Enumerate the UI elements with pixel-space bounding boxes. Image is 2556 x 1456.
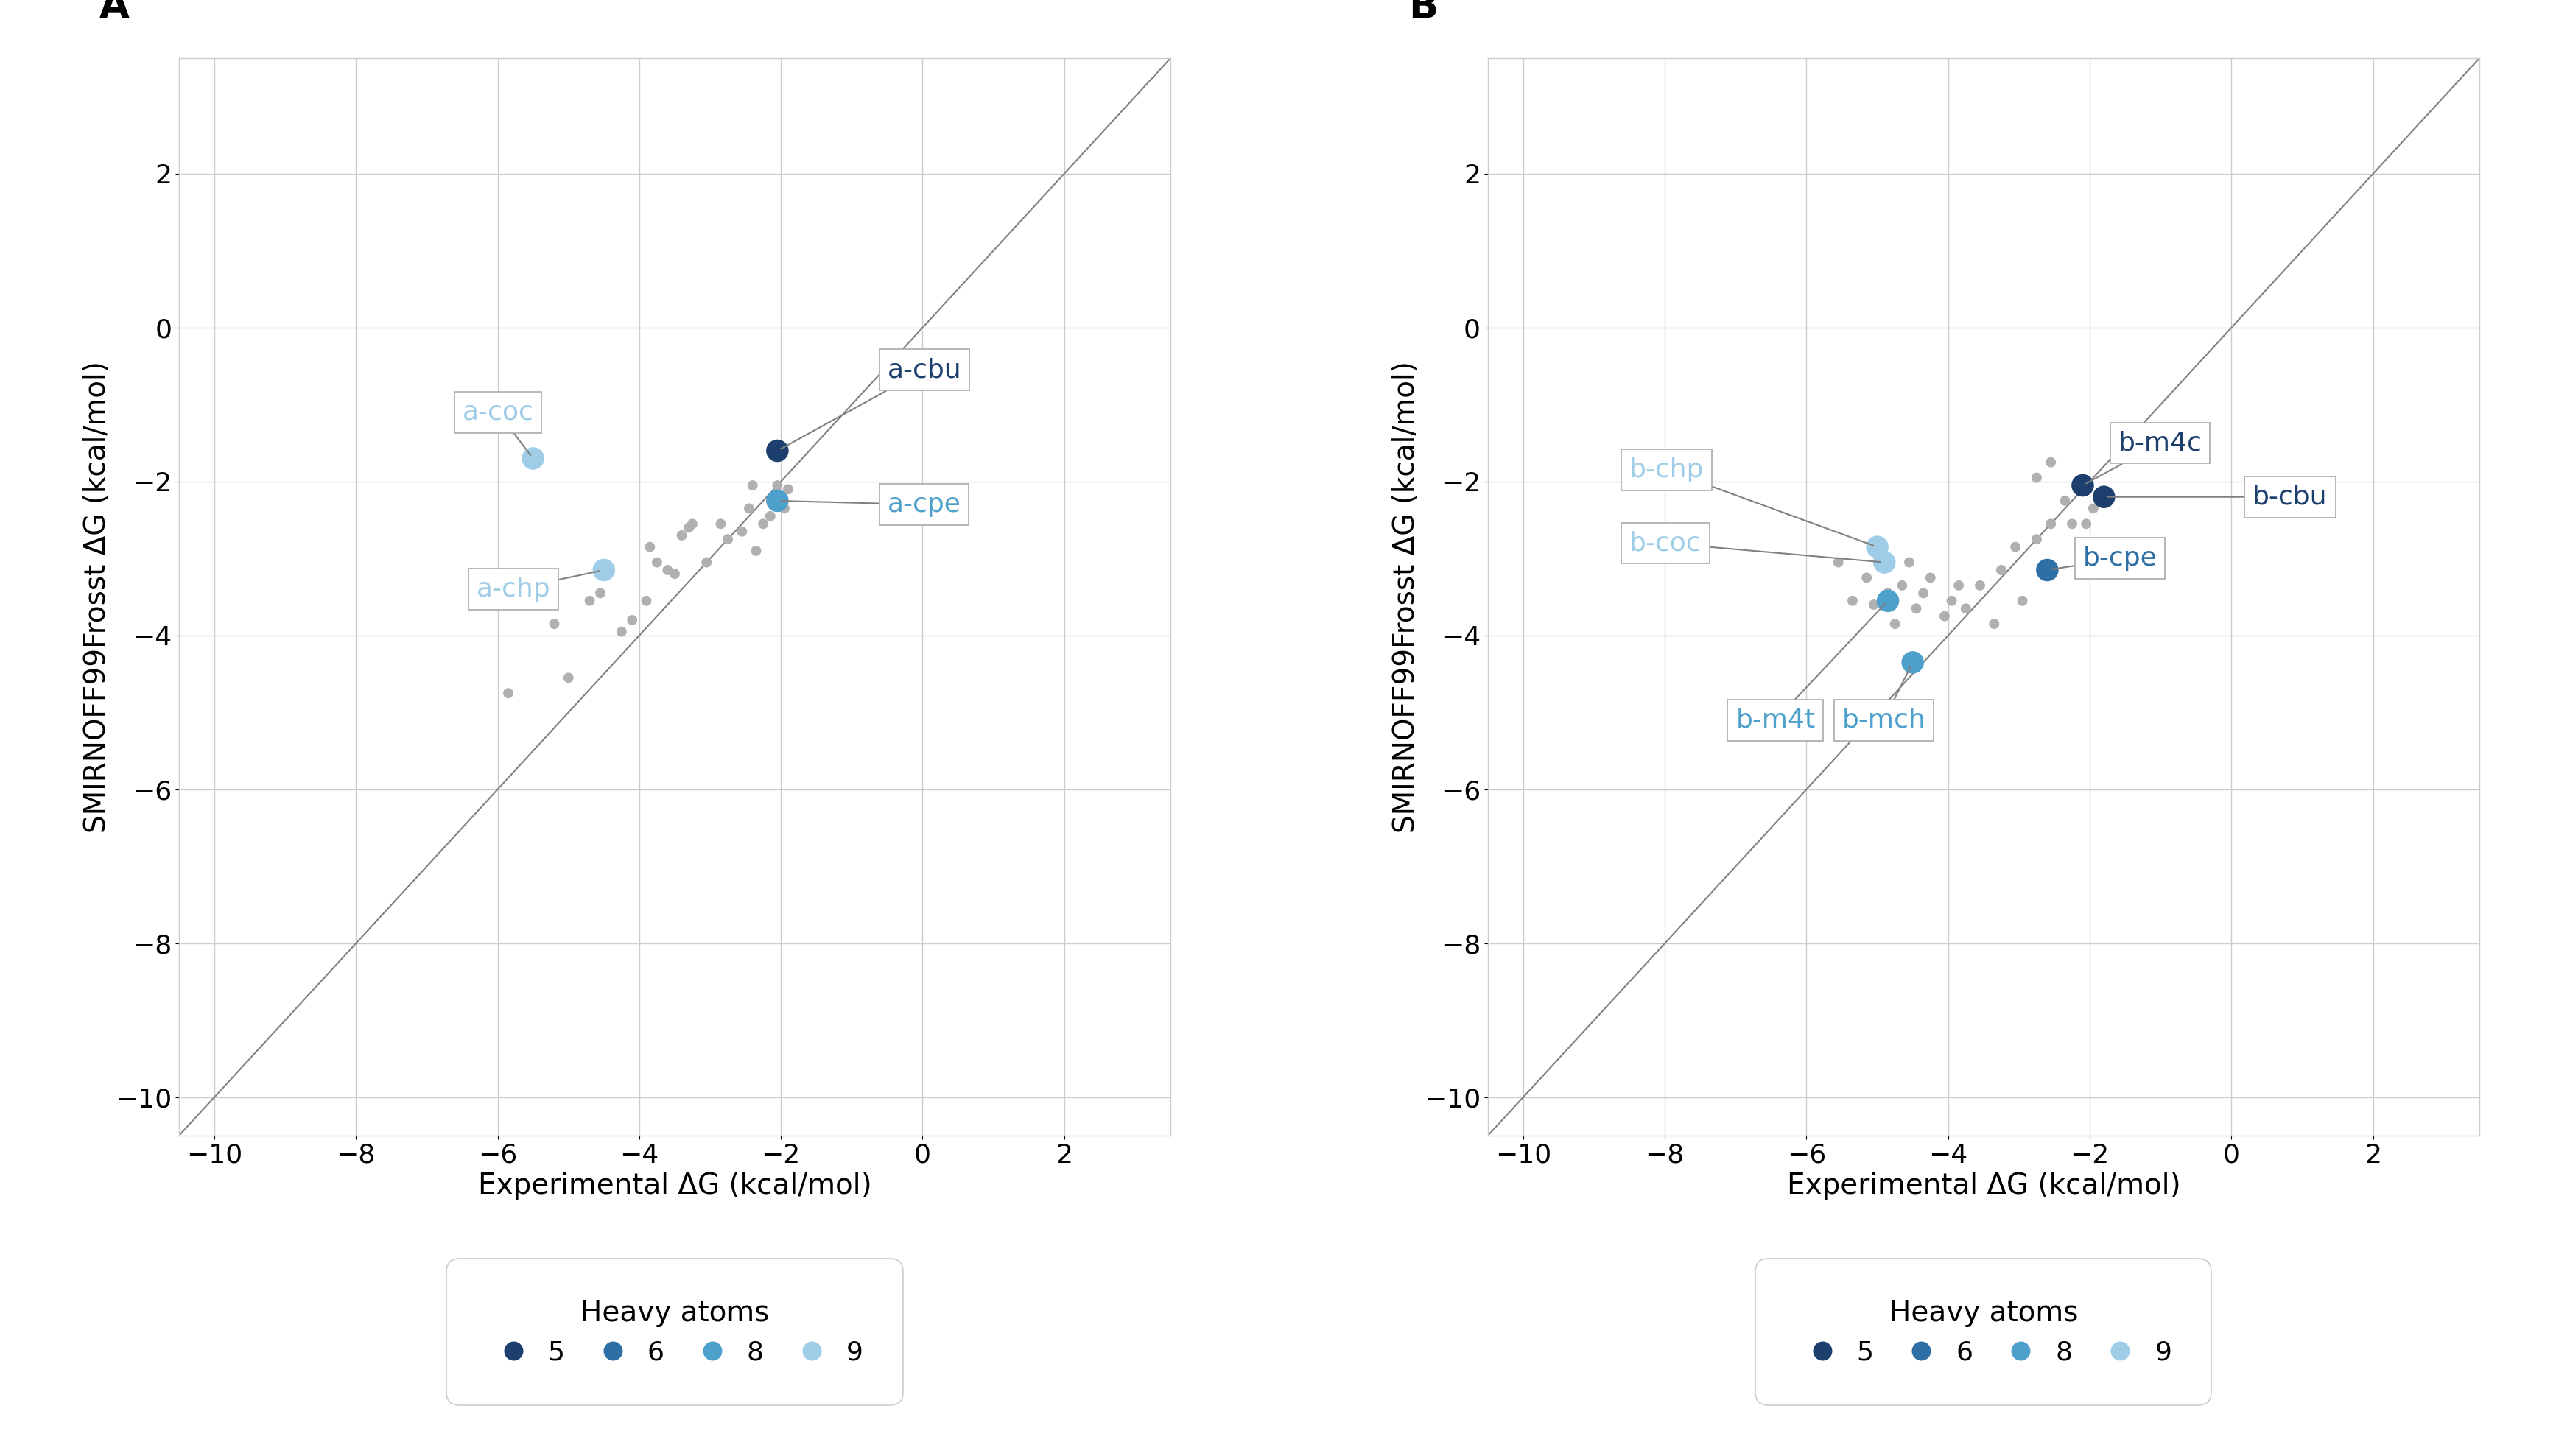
Point — [570, 590, 611, 613]
Point — [2027, 558, 2068, 581]
Point — [1996, 536, 2037, 559]
Point — [1889, 550, 1930, 574]
Point — [1981, 558, 2022, 581]
Point — [534, 612, 575, 635]
Point — [1853, 593, 1894, 616]
Point — [1945, 597, 1986, 620]
Point — [670, 515, 711, 539]
Text: a-cpe: a-cpe — [782, 492, 961, 517]
Point — [2017, 466, 2058, 489]
Text: b-cbu: b-cbu — [2109, 485, 2329, 510]
Point — [1973, 612, 2014, 635]
Point — [2058, 536, 2098, 559]
Point — [1874, 612, 1914, 635]
Point — [2063, 473, 2104, 496]
Point — [1902, 581, 1943, 604]
Point — [2083, 485, 2124, 508]
Text: a-cbu: a-cbu — [782, 357, 961, 448]
Point — [583, 558, 624, 581]
Point — [488, 681, 529, 705]
Legend: 5, 6, 8, 9: 5, 6, 8, 9 — [1769, 1273, 2198, 1392]
Y-axis label: SMIRNOFF99Frosst ΔG (kcal/mol): SMIRNOFF99Frosst ΔG (kcal/mol) — [1393, 361, 1421, 833]
Y-axis label: SMIRNOFF99Frosst ΔG (kcal/mol): SMIRNOFF99Frosst ΔG (kcal/mol) — [84, 361, 112, 833]
Point — [1856, 536, 1897, 559]
Point — [757, 473, 797, 496]
Point — [708, 527, 749, 550]
Point — [580, 581, 621, 604]
Point — [2045, 489, 2086, 513]
Point — [1932, 590, 1973, 613]
Point — [654, 562, 695, 585]
Point — [757, 440, 797, 463]
X-axis label: Experimental ΔG (kcal/mol): Experimental ΔG (kcal/mol) — [478, 1172, 872, 1200]
Point — [2081, 482, 2121, 505]
Point — [2073, 496, 2114, 520]
Point — [757, 489, 797, 513]
Point — [626, 590, 667, 613]
Point — [767, 478, 808, 501]
Point — [647, 558, 688, 581]
Point — [1960, 574, 2001, 597]
Text: B: B — [1408, 0, 1439, 26]
Point — [611, 609, 652, 632]
Point — [1868, 581, 1909, 604]
Point — [1881, 574, 1922, 597]
Point — [547, 665, 588, 689]
Text: a-chp: a-chp — [475, 571, 601, 601]
Point — [736, 539, 777, 562]
X-axis label: Experimental ΔG (kcal/mol): Experimental ΔG (kcal/mol) — [1787, 1172, 2180, 1200]
Point — [744, 513, 785, 536]
Point — [629, 536, 670, 559]
Point — [1891, 651, 1932, 674]
Point — [662, 524, 703, 547]
Text: b-coc: b-coc — [1628, 530, 1881, 562]
Point — [2065, 513, 2106, 536]
Point — [1897, 597, 1937, 620]
Text: a-coc: a-coc — [463, 400, 534, 456]
Legend: 5, 6, 8, 9: 5, 6, 8, 9 — [460, 1273, 889, 1392]
Point — [1937, 574, 1978, 597]
Point — [731, 473, 772, 496]
Point — [672, 513, 713, 536]
Text: b-m4c: b-m4c — [2086, 431, 2201, 483]
Point — [1817, 550, 1858, 574]
Point — [1909, 566, 1950, 590]
Point — [728, 496, 769, 520]
Point — [1868, 590, 1909, 613]
Text: b-chp: b-chp — [1628, 457, 1874, 546]
Point — [1925, 604, 1966, 628]
Point — [514, 447, 555, 470]
Text: A: A — [100, 0, 130, 26]
Text: b-cpe: b-cpe — [2052, 546, 2157, 571]
Point — [749, 504, 790, 527]
Point — [2052, 513, 2093, 536]
Point — [636, 550, 677, 574]
Point — [601, 620, 642, 644]
Point — [2029, 513, 2070, 536]
Point — [2029, 450, 2070, 473]
Point — [1845, 566, 1886, 590]
Point — [1833, 590, 1874, 613]
Text: b-mch: b-mch — [1843, 665, 1925, 732]
Point — [721, 520, 762, 543]
Point — [1863, 550, 1904, 574]
Point — [700, 513, 741, 536]
Text: b-m4t: b-m4t — [1736, 604, 1886, 732]
Point — [2001, 590, 2042, 613]
Point — [764, 496, 805, 520]
Point — [685, 550, 726, 574]
Point — [2017, 527, 2058, 550]
